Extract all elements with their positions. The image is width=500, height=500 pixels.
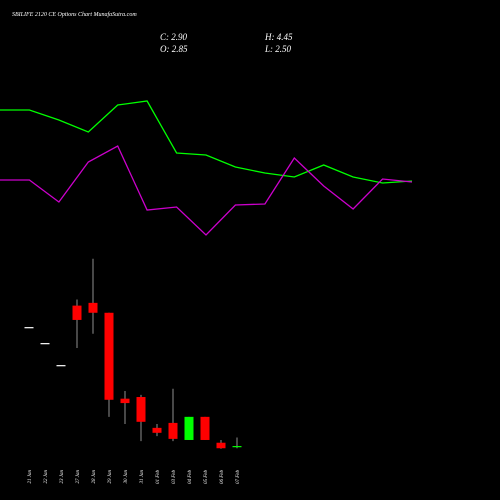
ma-line — [0, 145, 413, 236]
x-tick-label: 05 Feb — [204, 470, 209, 485]
candle-body — [72, 305, 82, 320]
x-tick-label: 29 Jan — [108, 470, 113, 484]
candle-body — [184, 416, 194, 440]
candle-body — [168, 422, 178, 439]
x-tick-label: 06 Feb — [220, 470, 225, 485]
x-tick-label: 28 Jan — [92, 470, 97, 484]
candle-body — [136, 397, 146, 422]
close-label: C: 2.90 — [160, 32, 188, 42]
x-tick-label: 23 Jan — [60, 470, 65, 484]
x-tick-label: 01 Feb — [156, 470, 161, 485]
candle-body — [200, 416, 210, 440]
candle-body — [24, 327, 34, 329]
x-tick-label: 30 Jan — [124, 470, 129, 484]
x-tick-label: 04 Feb — [188, 470, 193, 485]
candle-body — [232, 446, 242, 448]
x-tick-label: 21 Jan — [28, 470, 33, 484]
x-tick-label: 07 Feb — [236, 470, 241, 485]
chart-title: SBILIFE 2120 CE Options Chart MunafaSutr… — [12, 11, 137, 18]
candle-body — [216, 442, 226, 449]
candle-body — [104, 312, 114, 400]
high-label: H: 4.45 — [264, 32, 293, 42]
candle-body — [56, 365, 66, 367]
low-label: L: 2.50 — [264, 44, 292, 54]
candle-body — [40, 343, 50, 345]
x-tick-label: 31 Jan — [140, 470, 145, 484]
x-tick-label: 27 Jan — [76, 470, 81, 484]
open-label: O: 2.85 — [160, 44, 188, 54]
candle-body — [88, 302, 98, 313]
x-tick-label: 22 Jan — [44, 470, 49, 484]
candle-body — [152, 427, 162, 433]
ma-line — [0, 100, 413, 184]
candle-body — [120, 398, 130, 404]
x-tick-label: 03 Feb — [172, 470, 177, 485]
